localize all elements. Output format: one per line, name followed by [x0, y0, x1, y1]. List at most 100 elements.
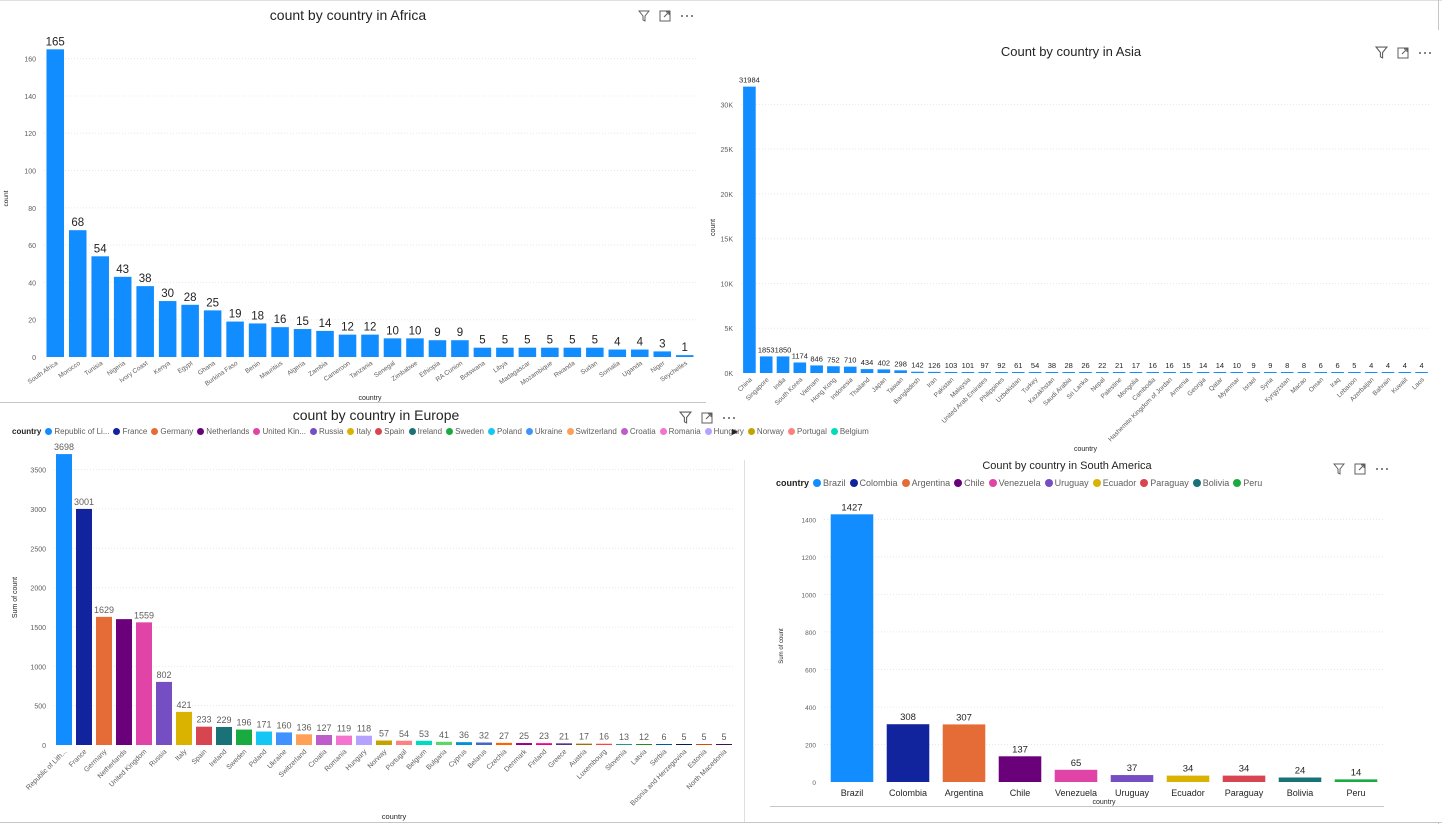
europe-chart-visual[interactable]: count by country in Europe country Republ… — [2, 404, 869, 822]
africa-bar — [46, 49, 65, 358]
asia-data-label: 752 — [827, 355, 840, 364]
europe-legend-item[interactable]: Croatia — [620, 427, 656, 436]
south-america-legend-item[interactable]: Ecuador — [1092, 478, 1136, 488]
europe-legend-item[interactable]: France — [113, 427, 147, 436]
europe-x-tick-label: Bulgaria — [425, 748, 448, 771]
africa-bar — [361, 334, 379, 357]
europe-legend-item[interactable]: Norway — [747, 427, 784, 436]
asia-data-label: 142 — [911, 361, 924, 370]
europe-legend-label: Italy — [356, 427, 372, 436]
europe-bar — [536, 743, 552, 745]
south-america-legend-label: Chile — [964, 478, 985, 488]
south-america-y-tick-label: 0 — [812, 780, 816, 787]
south-america-legend-label: Colombia — [859, 478, 898, 488]
more-options-icon[interactable] — [1375, 463, 1389, 477]
europe-legend-item[interactable]: Germany — [151, 427, 193, 436]
europe-data-label: 21 — [559, 731, 569, 741]
south-america-y-tick-label: 1400 — [802, 517, 817, 524]
africa-x-tick-label: Tanzania — [349, 360, 375, 381]
europe-legend-item[interactable]: Romania — [659, 427, 701, 436]
europe-legend-item[interactable]: Netherlands — [197, 427, 249, 436]
asia-chart-visual[interactable]: Count by country in Asia 0K 5K 10K 15K 20K 25… — [706, 30, 1440, 460]
asia-bar — [961, 372, 975, 373]
europe-y-tick-label: 500 — [34, 704, 46, 711]
south-america-legend: country Brazil Colombia Argentina Chile Venez… — [776, 478, 1266, 488]
south-america-legend-item[interactable]: Chile — [954, 478, 985, 488]
europe-legend-item[interactable]: Poland — [488, 427, 522, 436]
europe-bar — [276, 732, 292, 745]
focus-mode-icon[interactable] — [701, 412, 713, 426]
south-america-x-tick-label: Uruguay — [1115, 788, 1150, 798]
europe-legend-item[interactable]: Russia — [310, 427, 343, 436]
south-america-legend-item[interactable]: Colombia — [849, 478, 898, 488]
europe-x-tick-label: Russia — [148, 748, 168, 768]
africa-bar — [473, 347, 492, 357]
legend-next-arrow-icon[interactable]: ▶ — [732, 427, 739, 436]
south-america-legend-item[interactable]: Paraguay — [1140, 478, 1189, 488]
africa-y-tick-label: 60 — [28, 243, 36, 250]
europe-data-label: 3698 — [54, 442, 74, 452]
more-options-icon[interactable] — [680, 10, 694, 24]
asia-data-label: 16 — [1149, 361, 1157, 370]
europe-legend-item[interactable]: Portugal — [788, 427, 827, 436]
europe-x-tick-label: Hungary — [345, 748, 369, 772]
focus-mode-icon[interactable] — [659, 10, 671, 24]
south-america-legend-item[interactable]: Peru — [1233, 478, 1262, 488]
asia-data-label: 10 — [1233, 361, 1241, 370]
asia-y-tick-label: 30K — [721, 102, 734, 109]
europe-bar — [356, 735, 372, 745]
europe-legend-item[interactable]: Sweden — [446, 427, 484, 436]
more-options-icon[interactable] — [1418, 47, 1432, 61]
focus-mode-icon[interactable] — [1354, 463, 1366, 477]
africa-x-tick-label: Uganda — [621, 360, 644, 379]
asia-data-label: 9 — [1251, 361, 1255, 370]
south-america-x-tick-label: Ecuador — [1171, 788, 1205, 798]
europe-legend-item[interactable]: United Kin... — [253, 427, 306, 436]
legend-marker — [347, 428, 355, 435]
europe-legend-item[interactable]: Ireland — [408, 427, 442, 436]
asia-data-label: 31984 — [739, 76, 760, 85]
asia-y-axis-title: count — [710, 219, 717, 236]
asia-bar — [843, 366, 857, 373]
asia-bar — [1364, 372, 1378, 373]
europe-legend-item[interactable]: Spain — [375, 427, 405, 436]
europe-legend-item[interactable]: Italy — [347, 427, 371, 436]
south-america-legend-item[interactable]: Argentina — [901, 478, 950, 488]
africa-chart-visual[interactable]: count by country in Africa 0 20 40 60 80 100 1… — [2, 2, 704, 402]
asia-bar — [1314, 372, 1328, 373]
south-america-chart-visual[interactable]: Count by country in South America countr… — [746, 455, 1440, 822]
focus-mode-icon[interactable] — [1397, 47, 1409, 61]
asia-bar — [1062, 372, 1075, 373]
south-america-legend-item[interactable]: Venezuela — [988, 478, 1041, 488]
europe-legend-label: Switzerland — [575, 427, 617, 436]
africa-data-label: 12 — [341, 322, 354, 334]
filter-icon[interactable] — [1374, 46, 1389, 61]
europe-legend-item[interactable]: Belgium — [830, 427, 869, 436]
south-america-legend-item[interactable]: Bolivia — [1192, 478, 1229, 488]
south-america-bar — [942, 724, 986, 782]
europe-legend-item[interactable]: Switzerland — [566, 427, 617, 436]
filter-icon[interactable] — [637, 10, 651, 24]
south-america-legend-item[interactable]: Brazil — [813, 478, 846, 488]
asia-bar — [995, 372, 1008, 373]
africa-y-tick-label: 160 — [24, 57, 36, 64]
asia-data-label: 126 — [928, 361, 941, 370]
europe-legend-item[interactable]: Ukraine — [525, 427, 563, 436]
europe-legend-label: Russia — [319, 427, 344, 436]
south-america-bar — [1054, 769, 1098, 782]
more-options-icon[interactable] — [722, 412, 736, 426]
legend-marker — [1192, 479, 1201, 487]
asia-data-label: 8 — [1302, 361, 1306, 370]
filter-icon[interactable] — [1332, 463, 1346, 477]
europe-bar — [636, 744, 652, 745]
europe-legend-item[interactable]: Hungary — [704, 427, 744, 436]
europe-legend-item[interactable]: Republic of Li... — [45, 427, 109, 436]
legend-marker — [1140, 479, 1149, 487]
europe-bar — [96, 616, 112, 745]
asia-bar — [1297, 372, 1311, 373]
south-america-legend-item[interactable]: Uruguay — [1044, 478, 1089, 488]
asia-y-tick-label: 20K — [721, 192, 734, 199]
europe-x-tick-label: Portugal — [385, 748, 409, 772]
filter-icon[interactable] — [678, 411, 693, 426]
legend-marker — [525, 428, 533, 435]
